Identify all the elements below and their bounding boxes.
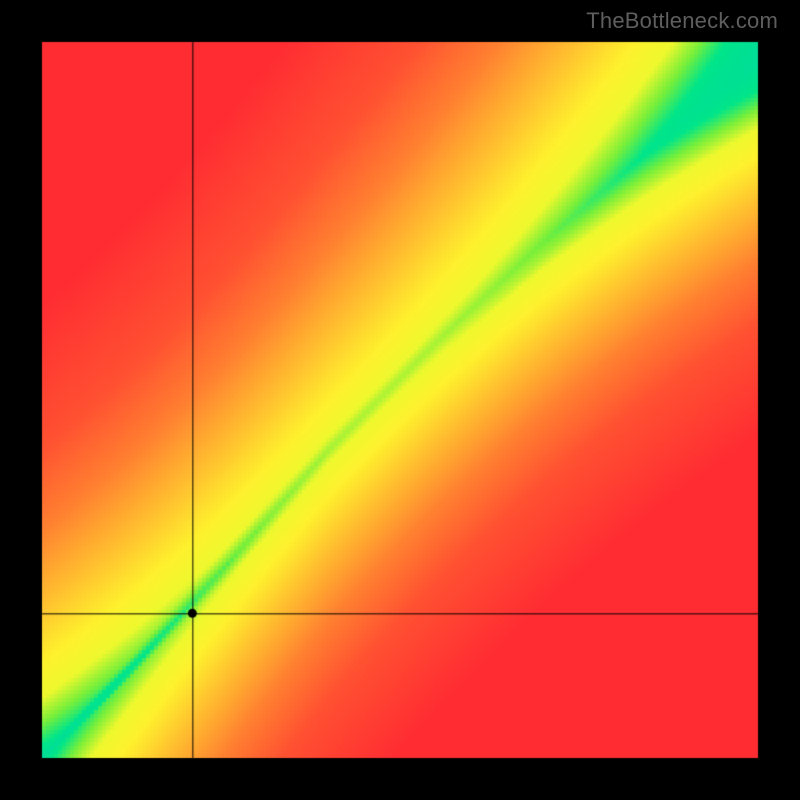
crosshair-overlay [0,0,800,800]
watermark-text: TheBottleneck.com [586,8,778,34]
